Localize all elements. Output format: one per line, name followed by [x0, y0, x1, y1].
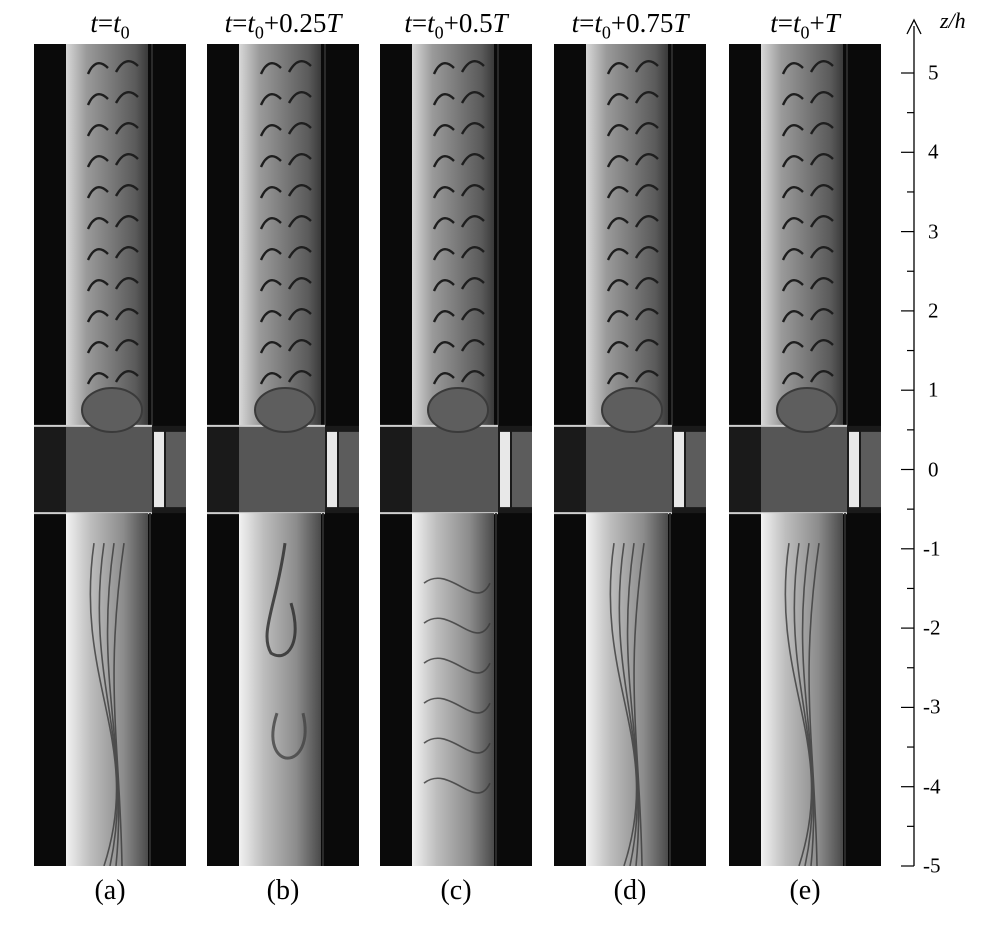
panel-caption-e: (e): [789, 875, 821, 906]
time-t: t: [90, 8, 98, 38]
vortex-bulb: [427, 387, 489, 434]
time-offset: +0.5: [443, 8, 493, 38]
time-offset: +0.25: [263, 8, 327, 38]
wake-streaks: [89, 543, 125, 866]
time-base: t: [594, 8, 602, 38]
lower-channel: [586, 513, 668, 866]
lower-channel: [412, 513, 494, 866]
flow-panel-d: [554, 44, 706, 866]
time-base: t: [792, 8, 801, 38]
z-tick-label: 2: [928, 298, 939, 323]
wake-streaks: [423, 577, 491, 794]
flow-panel-b: [207, 44, 359, 866]
vortex-street: [606, 60, 659, 385]
upper-channel: [412, 44, 494, 426]
time-sub: 0: [120, 22, 130, 43]
time-base: t: [247, 8, 255, 38]
gap-slot: [327, 431, 337, 508]
time-eq: =: [97, 8, 114, 38]
z-tick-label: -5: [923, 853, 941, 878]
time-t: t: [770, 8, 778, 38]
panel-caption-c: (c): [440, 875, 472, 906]
upper-channel: [761, 44, 843, 426]
time-sub: 0: [254, 22, 264, 43]
z-axis-arrow: [906, 18, 922, 35]
z-tick-label: 1: [928, 377, 939, 402]
upper-channel: [66, 44, 148, 426]
wake-streaks: [784, 543, 820, 866]
time-label-c: t=t0+0.5T: [404, 8, 507, 43]
vortex-street: [781, 60, 834, 385]
time-period: T: [673, 8, 689, 38]
time-t: t: [404, 8, 412, 38]
time-base: t: [427, 8, 435, 38]
flow-panel-c: [380, 44, 532, 866]
flow-panel-a: [34, 44, 186, 866]
time-eq: =: [232, 8, 248, 38]
time-period: T: [492, 8, 508, 38]
time-label-b: t=t0+0.25T: [225, 8, 342, 43]
time-label-d: t=t0+0.75T: [572, 8, 689, 43]
flow-panel-e: [729, 44, 881, 866]
time-offset: +0.75: [610, 8, 674, 38]
vortex-street: [86, 60, 139, 385]
gap-slot: [849, 431, 859, 508]
time-period: T: [824, 8, 840, 38]
time-eq: =: [579, 8, 595, 38]
time-eq: =: [411, 8, 428, 38]
gap-slot: [500, 431, 510, 508]
vortex-bulb: [254, 387, 316, 434]
vortex-street: [432, 60, 485, 385]
gap-slot: [154, 431, 164, 508]
z-tick-label: -3: [923, 694, 941, 719]
time-base: t: [113, 8, 121, 38]
z-tick-label: 5: [928, 60, 939, 85]
time-t: t: [224, 8, 233, 38]
vortex-bulb: [776, 387, 838, 434]
time-period: T: [326, 8, 342, 38]
time-sub: 0: [800, 22, 810, 43]
upper-channel: [239, 44, 321, 426]
upper-channel: [586, 44, 668, 426]
lower-channel: [761, 513, 843, 866]
z-axis-title: z/h: [940, 8, 966, 33]
panel-caption-b: (b): [266, 875, 300, 906]
z-tick-label: -1: [923, 536, 941, 561]
panel-caption-d: (d): [613, 875, 647, 906]
vortex-bulb: [81, 387, 143, 434]
z-tick-label: -2: [923, 615, 941, 640]
time-offset: +: [809, 8, 825, 38]
panel-caption-a: (a): [94, 875, 126, 906]
wake-streaks: [265, 542, 307, 760]
lower-channel: [66, 513, 148, 866]
time-eq: =: [777, 8, 793, 38]
z-tick-label: 3: [928, 219, 939, 244]
time-label-a: t=t0: [90, 8, 129, 43]
vortex-bulb: [601, 387, 663, 434]
time-t: t: [571, 8, 580, 38]
z-tick-label: 4: [928, 139, 939, 164]
time-sub: 0: [601, 22, 611, 43]
vortex-street: [259, 60, 312, 385]
wake-streaks: [609, 543, 645, 866]
z-tick-label: -4: [923, 774, 941, 799]
z-tick-label: 0: [928, 457, 939, 481]
time-sub: 0: [434, 22, 444, 43]
time-label-e: t=t0+T: [770, 8, 840, 43]
gap-slot: [674, 431, 684, 508]
